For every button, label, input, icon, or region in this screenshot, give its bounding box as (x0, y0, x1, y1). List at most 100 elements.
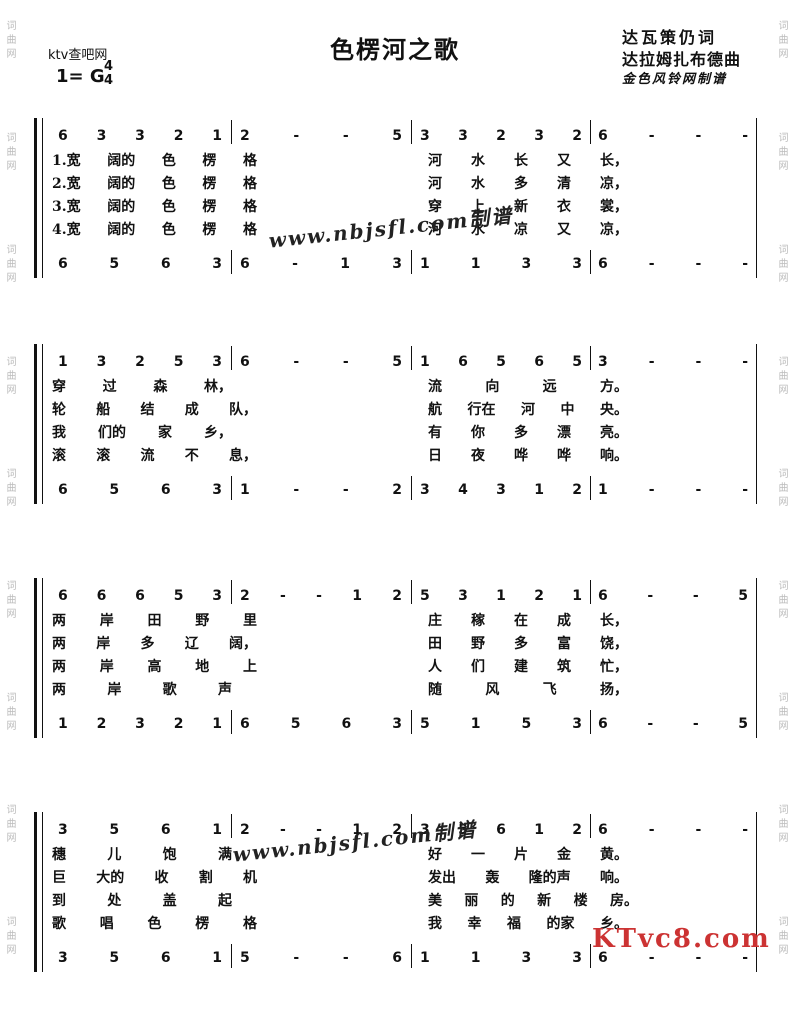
lyric-left: 两 岸 多 辽 阔， (52, 633, 257, 653)
note: 1 (240, 482, 250, 498)
lyric: 发出 (428, 870, 456, 886)
note: 3 (496, 482, 506, 498)
lyric: 的家 (546, 916, 575, 932)
lyric: 大的 (96, 870, 125, 886)
note: 3 (212, 588, 222, 604)
note: 1 (572, 588, 582, 604)
note: 6 (160, 482, 171, 498)
note: - (280, 588, 286, 604)
lyric: 乡， (204, 425, 232, 441)
lyric: 新 (514, 199, 528, 215)
note: - (695, 822, 702, 838)
lyric: 两 (52, 682, 66, 698)
side-mark: 词曲网 (4, 580, 15, 622)
lyric: 凉， (600, 176, 628, 192)
note: 6 (58, 482, 68, 498)
note: - (692, 716, 699, 732)
note: 6 (240, 716, 250, 732)
system-bracket (34, 344, 37, 504)
note: 3 (96, 128, 107, 144)
bar-line (411, 120, 412, 144)
note: 6 (598, 256, 608, 272)
note: 3 (572, 256, 582, 272)
side-mark: 词曲网 (776, 244, 787, 286)
lyric: 歌 (52, 916, 66, 932)
note: 6 (58, 588, 68, 604)
lyric: 水 (471, 222, 485, 238)
note: - (293, 482, 300, 498)
lyricist: 达瓦策仍词 (622, 28, 718, 47)
system-bracket (34, 812, 37, 972)
note: 6 (240, 354, 250, 370)
lyric: 筑 (557, 659, 571, 675)
lyric: 岸 (99, 659, 114, 675)
lyric: 高 (147, 659, 162, 675)
lyric: 满 (217, 847, 232, 863)
lyric: 船 (96, 402, 111, 418)
note: 1 (420, 950, 430, 966)
lyric-left: 1.宽 阔的 色 楞 格 (52, 150, 257, 170)
lyric: 水 (471, 176, 485, 192)
lyric: 楞 (202, 199, 217, 215)
note: - (692, 588, 699, 604)
lyric-right: 河 水 多 清 凉， (428, 173, 628, 193)
side-mark: 词曲网 (776, 20, 787, 62)
lyric: 衣 (557, 199, 571, 215)
lyric: 格 (243, 176, 257, 192)
note: - (695, 354, 702, 370)
lyric: 巨 (52, 870, 66, 886)
bar-line (411, 710, 412, 734)
note: - (648, 482, 655, 498)
lyric: 队， (229, 402, 257, 418)
lyric-left: 2.宽 阔的 色 楞 格 (52, 173, 257, 193)
note: - (316, 588, 322, 604)
measure: 3 4 3 1 2 (420, 480, 582, 500)
lyric: 野 (471, 636, 485, 652)
side-mark: 词曲网 (4, 804, 15, 846)
note: 6 (458, 354, 468, 370)
side-mark: 词曲网 (776, 132, 787, 174)
lyric-right: 河 水 凉 又 凉， (428, 219, 628, 239)
lyric: 处 (107, 893, 122, 909)
lyric: 有 (428, 425, 442, 441)
lyric: 阔的 (107, 199, 136, 215)
lyric: 起 (217, 893, 232, 909)
lyric: 两 (52, 613, 66, 629)
lyric: 隆的声 (528, 870, 571, 886)
lyric: 建 (514, 659, 528, 675)
note: 2 (240, 128, 250, 144)
note: 3 (135, 716, 145, 732)
lyric: 哗 (514, 448, 528, 464)
lyric: 哗 (557, 448, 571, 464)
lyric: 的 (500, 893, 515, 909)
lyric: 一 (471, 847, 485, 863)
note: 6 (135, 588, 145, 604)
note: 1 (58, 716, 68, 732)
lyric-right: 有 你 多 漂 亮。 (428, 422, 628, 442)
note: 2 (173, 716, 184, 732)
lyric-left: 滚 滚 流 不 息， (52, 445, 257, 465)
note: 5 (109, 482, 120, 498)
lyric: 成 (557, 613, 571, 629)
note: 2 (392, 588, 402, 604)
measure: 1 2 3 2 1 (58, 714, 222, 734)
note: - (293, 128, 300, 144)
lyric: 4.宽 (52, 222, 81, 238)
measure: 1 6 5 6 5 (420, 352, 582, 372)
lyric: 穗 (52, 847, 66, 863)
bar-line (231, 710, 232, 734)
bar-line (411, 580, 412, 604)
lyric: 方。 (599, 379, 628, 395)
note: - (647, 716, 654, 732)
end-bar (756, 344, 757, 504)
lyric: 色 (161, 222, 176, 238)
note: - (293, 950, 300, 966)
note: 3 (458, 588, 468, 604)
lyric: 长， (600, 613, 628, 629)
note: 3 (572, 950, 582, 966)
lyric: 新 (537, 893, 552, 909)
measure: 6 - 1 3 (240, 254, 402, 274)
note: 5 (420, 588, 430, 604)
lyric-left: 轮 船 结 成 队， (52, 399, 257, 419)
lyric: 响。 (599, 870, 628, 886)
